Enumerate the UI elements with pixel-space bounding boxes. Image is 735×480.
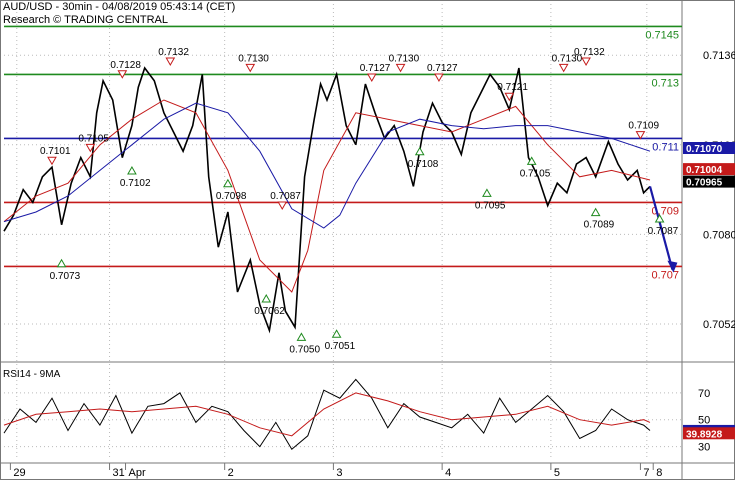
support-label-14: 0.7102	[120, 178, 151, 189]
x-tick-label-0: 29	[13, 467, 25, 479]
support-marker-23	[654, 213, 665, 223]
projection-arrow-line	[648, 186, 674, 270]
series-price2	[355, 67, 651, 208]
support-label-21: 0.7105	[520, 168, 551, 179]
support-marker-19	[414, 146, 425, 156]
price-badge-1	[683, 163, 735, 176]
support-label-18: 0.7051	[325, 341, 356, 352]
resistance-marker-12	[635, 131, 646, 140]
projection-arrowhead	[667, 260, 678, 273]
resistance-label-9: 0.7121	[497, 82, 528, 93]
support-label-22: 0.7089	[584, 220, 615, 231]
support-marker-17	[296, 332, 307, 341]
x-tick-label-1: 31	[113, 467, 125, 479]
resistance-label-5: 0.7087	[270, 191, 301, 202]
x-tick-label-7: 7	[643, 467, 649, 479]
resistance-label-1: 0.7105	[78, 133, 109, 144]
rsi-title: RSI14 - 9MA	[3, 369, 61, 380]
support-marker-16	[261, 293, 272, 303]
support-label-16: 0.7062	[254, 306, 285, 317]
rsi-axis-label-1: 50	[698, 415, 710, 427]
resistance-marker-0	[47, 156, 57, 166]
rsi-series-rsi_ma	[3, 392, 651, 437]
support-marker-15	[223, 178, 233, 188]
resistance-marker-6	[366, 73, 377, 83]
resistance-marker-7	[395, 63, 406, 73]
x-tick-label-2: Apr	[129, 467, 146, 479]
level-label-1: 0.713	[651, 77, 679, 89]
rsi-axis-label-0: 70	[698, 388, 710, 400]
resistance-label-4: 0.7130	[238, 53, 269, 64]
resistance-label-10: 0.7130	[552, 53, 583, 64]
rsi-badge-label-1: 39.8928	[686, 429, 723, 440]
support-label-15: 0.7098	[216, 191, 247, 202]
support-label-13: 0.7073	[50, 271, 81, 282]
x-tick-label-3: 2	[228, 467, 234, 479]
support-label-17: 0.7050	[289, 344, 320, 355]
support-marker-22	[590, 207, 601, 217]
resistance-label-7: 0.7130	[389, 53, 420, 64]
x-tick-label-8: 8	[656, 467, 662, 479]
resistance-label-2: 0.7128	[110, 60, 141, 71]
support-marker-20	[482, 188, 492, 197]
level-label-2: 0.711	[652, 141, 679, 153]
rsi-badge-1	[683, 427, 735, 440]
resistance-marker-10	[558, 63, 569, 73]
resistance-marker-11	[581, 57, 591, 67]
x-tick-label-5: 4	[445, 467, 451, 479]
chart-source: Research © TRADING CENTRAL	[3, 14, 168, 26]
level-label-4: 0.707	[651, 269, 679, 281]
price-badge-0	[683, 142, 735, 154]
rsi-series-rsi	[3, 378, 651, 451]
resistance-label-8: 0.7127	[427, 63, 458, 74]
resistance-marker-8	[434, 73, 444, 83]
price-axis-label-2: 0.7080	[703, 229, 735, 241]
support-marker-21	[526, 156, 537, 165]
series-ma_slow	[3, 102, 651, 229]
resistance-label-6: 0.7127	[360, 63, 391, 74]
resistance-marker-5	[277, 201, 288, 211]
x-tick-label-6: 5	[554, 467, 560, 479]
price-axis-label-0: 0.7136	[703, 50, 735, 62]
resistance-marker-4	[245, 63, 256, 73]
chart-title: AUD/USD - 30min - 04/08/2019 05:43:14 (C…	[3, 1, 236, 13]
resistance-label-12: 0.7109	[628, 121, 659, 132]
rsi-axis-label-2: 30	[698, 442, 710, 454]
price-badge-2	[683, 175, 735, 188]
x-tick-label-4: 3	[336, 467, 342, 479]
resistance-marker-2	[117, 70, 128, 79]
support-marker-18	[331, 329, 342, 338]
series-ma_fast	[3, 99, 651, 293]
support-label-19: 0.7108	[408, 159, 439, 170]
support-label-20: 0.7095	[475, 200, 506, 211]
level-label-0: 0.7145	[645, 29, 679, 41]
resistance-label-0: 0.7101	[40, 146, 71, 157]
resistance-marker-3	[165, 57, 176, 67]
price-badge-label-1: 0.71004	[686, 165, 723, 176]
resistance-marker-9	[504, 92, 515, 102]
support-marker-13	[56, 258, 67, 268]
series-price	[3, 66, 357, 334]
support-marker-14	[127, 165, 137, 175]
resistance-label-3: 0.7132	[158, 47, 189, 58]
resistance-marker-1	[85, 143, 96, 153]
price-badge-label-0: 0.71070	[686, 144, 723, 155]
resistance-label-11: 0.7132	[574, 47, 605, 58]
price-axis-label-3: 0.7052	[703, 319, 735, 331]
support-label-23: 0.7087	[648, 226, 679, 237]
price-badge-label-2: 0.70965	[686, 178, 723, 189]
